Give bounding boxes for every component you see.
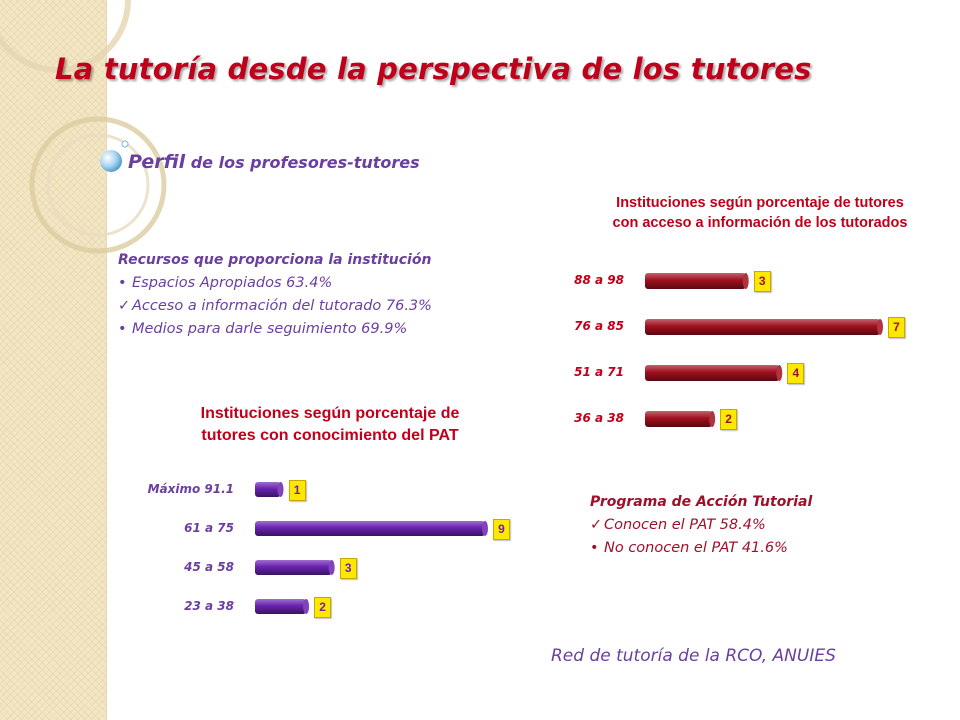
category-label: 61 a 75	[184, 520, 234, 535]
bar	[255, 560, 332, 575]
data-label: 2	[314, 596, 332, 618]
bar	[645, 319, 880, 335]
resources-item-text: Acceso a información del tutorado 76.3%	[132, 298, 432, 314]
category-label: 88 a 98	[574, 273, 624, 287]
bar	[255, 521, 485, 536]
data-label: 1	[288, 479, 306, 501]
program-heading: Programa de Acción Tutorial	[590, 494, 813, 510]
chart-title-line: tutores con conocimiento del PAT	[201, 427, 459, 444]
resources-block: Recursos que proporciona la institución …	[118, 252, 432, 341]
bar	[645, 411, 713, 427]
bar-end-cap	[482, 521, 488, 536]
slide-title: La tutoría desde la perspectiva de los t…	[55, 52, 812, 86]
bullet-icon: •	[590, 540, 599, 556]
program-item: ✓ Conocen el PAT 58.4%	[590, 514, 812, 537]
checkmark-icon: ✓	[590, 517, 603, 533]
checkmark-icon: ✓	[118, 298, 131, 314]
data-label: 3	[753, 271, 771, 292]
subtitle-rest: de los profesores-tutores	[185, 153, 420, 172]
program-item: • No conocen el PAT 41.6%	[590, 537, 812, 560]
subtitle-emphasis: Perfil	[128, 151, 186, 173]
bar	[255, 599, 307, 614]
chart-title-line: Instituciones según porcentaje de tutore…	[616, 195, 904, 211]
decorative-circles	[0, 0, 167, 254]
bar-end-cap	[277, 482, 284, 497]
category-label: Máximo 91.1	[147, 481, 234, 496]
data-label: 9	[493, 518, 510, 540]
chart-title-access: Instituciones según porcentaje de tutore…	[570, 193, 950, 233]
category-label: 23 a 38	[184, 598, 234, 613]
chart-title-line: con acceso a información de los tutorado…	[612, 215, 908, 231]
program-item-text: No conocen el PAT 41.6%	[604, 540, 788, 556]
bullet-icon: •	[118, 275, 127, 291]
data-label: 4	[787, 363, 805, 384]
bar	[255, 482, 281, 497]
footer-credit: Red de tutoría de la RCO, ANUIES	[551, 646, 836, 666]
resources-item: • Medios para darle seguimiento 69.9%	[118, 318, 432, 341]
program-item-text: Conocen el PAT 58.4%	[604, 517, 766, 533]
chart-title-line: Instituciones según porcentaje de	[200, 405, 460, 422]
bar	[645, 273, 746, 289]
resources-item-text: Espacios Apropiados 63.4%	[132, 275, 333, 291]
data-label: 2	[720, 409, 738, 430]
bar-end-cap	[877, 319, 883, 335]
program-block: Programa de Acción Tutorial ✓ Conocen el …	[590, 494, 812, 560]
bar-end-cap	[328, 560, 335, 575]
resources-item-text: Medios para darle seguimiento 69.9%	[132, 321, 408, 337]
data-label: 7	[888, 317, 905, 338]
bar-end-cap	[742, 273, 749, 289]
category-label: 51 a 71	[574, 365, 624, 379]
bullet-icon: •	[118, 321, 127, 337]
resources-heading: Recursos que proporciona la institución	[118, 252, 432, 268]
bar-end-cap	[303, 599, 310, 614]
data-label: 3	[339, 557, 357, 579]
bar-end-cap	[776, 365, 783, 381]
category-label: 36 a 38	[574, 411, 624, 425]
category-label: 45 a 58	[184, 559, 234, 574]
chart-title-pat: Instituciones según porcentaje de tutore…	[140, 403, 520, 447]
category-label: 76 a 85	[574, 319, 624, 333]
resources-item: • Espacios Apropiados 63.4%	[118, 272, 432, 295]
bar-end-cap	[709, 411, 716, 427]
slide-subtitle: Perfil de los profesores-tutores	[128, 151, 420, 173]
bar	[645, 365, 780, 381]
resources-item: ✓ Acceso a información del tutorado 76.3%	[118, 295, 432, 318]
